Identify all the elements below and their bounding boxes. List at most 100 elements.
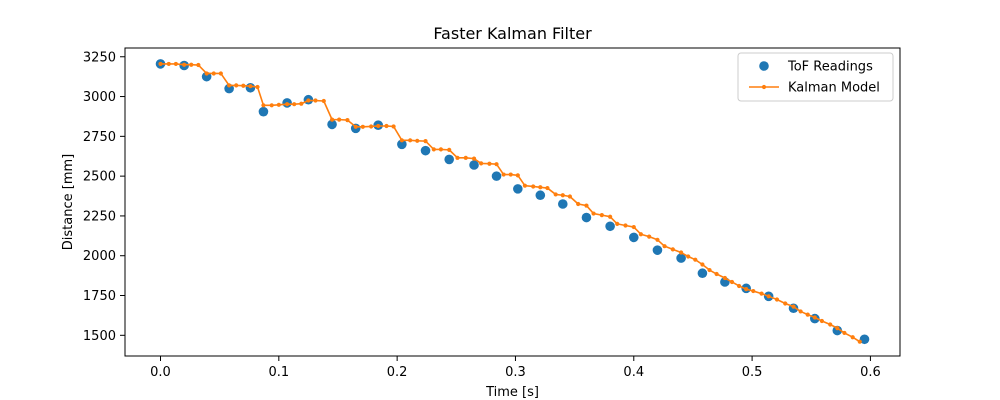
kalman-model-point — [182, 62, 187, 67]
axes-frame — [124, 47, 901, 357]
kalman-model-point — [415, 138, 420, 143]
y-tick-label: 3000 — [83, 90, 116, 105]
kalman-model-point — [515, 173, 520, 178]
kalman-model-point — [553, 192, 558, 197]
tof-reading-point — [859, 334, 870, 345]
kalman-model-point — [431, 147, 436, 152]
kalman-model-point — [647, 234, 652, 239]
kalman-model-point — [729, 279, 735, 285]
kalman-model-point — [744, 287, 749, 292]
tof-reading-point — [581, 212, 592, 223]
kalman-model-point — [584, 203, 589, 208]
kalman-model-point — [487, 161, 492, 166]
legend-label-kalman: Kalman Model — [788, 81, 880, 96]
kalman-model-point — [850, 335, 855, 340]
kalman-model-point — [707, 267, 712, 273]
x-tick-label: 0.2 — [387, 365, 408, 380]
kalman-model-point — [196, 62, 201, 68]
tof-reading-point — [444, 154, 454, 165]
tof-reading-point — [469, 160, 479, 170]
kalman-model-point — [384, 123, 389, 129]
kalman-model-point — [284, 102, 290, 107]
tof-reading-point — [420, 145, 431, 156]
kalman-model-point — [408, 138, 413, 143]
x-tick-label: 0.1 — [268, 365, 289, 380]
kalman-model-point — [812, 315, 817, 320]
kalman-model-point — [828, 322, 833, 327]
x-axis-label: Time [s] — [485, 385, 539, 400]
kalman-model-point — [292, 102, 297, 107]
kalman-model-point — [686, 254, 691, 259]
kalman-model-point — [662, 244, 667, 249]
kalman-model-point — [670, 247, 675, 252]
kalman-model-point — [391, 124, 396, 129]
kalman-model-point — [234, 83, 239, 88]
kalman-model-point — [455, 155, 460, 160]
kalman-model-point — [599, 213, 604, 218]
kalman-model-point — [261, 103, 266, 108]
kalman-model-point — [438, 147, 444, 152]
kalman-model-point — [204, 71, 209, 76]
x-tick-label: 0.5 — [742, 365, 763, 380]
y-tick-label: 2000 — [83, 249, 116, 264]
series-layer — [155, 59, 870, 345]
y-tick-label: 2750 — [83, 130, 116, 145]
tof-reading-point — [605, 221, 615, 232]
kalman-model-point — [158, 61, 163, 67]
y-axis: 1500 1750 2000 2250 2500 2750 3000 3250 — [83, 50, 125, 344]
kalman-model-point — [321, 98, 326, 104]
kalman-model-point — [714, 271, 719, 277]
kalman-model-point — [166, 61, 171, 67]
kalman-model-point — [623, 223, 628, 228]
kalman-model-point — [591, 211, 596, 216]
kalman-model-point — [759, 291, 764, 296]
kalman-model-point — [819, 318, 825, 324]
legend-marker-tof — [759, 61, 769, 71]
kalman-model-point — [791, 304, 796, 309]
kalman-model-point — [736, 283, 742, 289]
y-tick-label: 2500 — [83, 170, 116, 185]
kalman-model-point — [508, 172, 513, 177]
kalman-model-point — [471, 156, 477, 161]
kalman-model-point — [722, 275, 727, 281]
kalman-model-point — [679, 250, 684, 255]
kalman-model-point — [329, 117, 335, 122]
kalman-model-point — [360, 124, 365, 129]
kalman-model-point — [766, 294, 771, 299]
legend-marker-kalman-point — [761, 84, 767, 90]
x-tick-label: 0.0 — [150, 365, 171, 380]
kalman-model-point — [345, 118, 350, 123]
kalman-model-point — [306, 98, 311, 103]
kalman-model-point — [337, 117, 342, 122]
tof-reading-point — [832, 325, 843, 336]
series-kalman-model — [158, 61, 862, 344]
y-axis-label: Distance [mm] — [61, 154, 76, 250]
kalman-model-point — [241, 83, 246, 88]
kalman-model-point — [842, 330, 847, 336]
kalman-model-point — [615, 221, 620, 226]
kalman-model-point — [545, 185, 550, 191]
tof-reading-point — [697, 268, 708, 279]
tof-reading-point — [513, 184, 523, 194]
kalman-model-point — [463, 155, 468, 160]
y-tick-label: 2250 — [83, 209, 116, 224]
kalman-model-point — [576, 201, 581, 207]
kalman-model-point — [173, 61, 178, 67]
tof-reading-point — [535, 190, 546, 201]
tof-reading-point — [258, 106, 269, 117]
tof-reading-point — [557, 199, 568, 209]
kalman-model-point — [693, 257, 698, 262]
kalman-model-point — [376, 123, 381, 129]
kalman-model-point — [567, 194, 572, 199]
kalman-model-point — [189, 62, 194, 67]
kalman-model-point — [531, 184, 536, 189]
legend-label-tof: ToF Readings — [787, 60, 873, 75]
tof-reading-point — [397, 139, 407, 150]
kalman-model-point — [501, 172, 506, 177]
kalman-model-point — [299, 101, 304, 106]
kalman-model-point — [255, 84, 260, 90]
kalman-model-point — [269, 103, 274, 108]
x-axis: 0.0 0.1 0.2 0.3 0.4 0.5 0.6 — [150, 356, 881, 380]
chart-title: Faster Kalman Filter — [433, 24, 592, 43]
legend: ToF Readings Kalman Model — [737, 52, 894, 102]
